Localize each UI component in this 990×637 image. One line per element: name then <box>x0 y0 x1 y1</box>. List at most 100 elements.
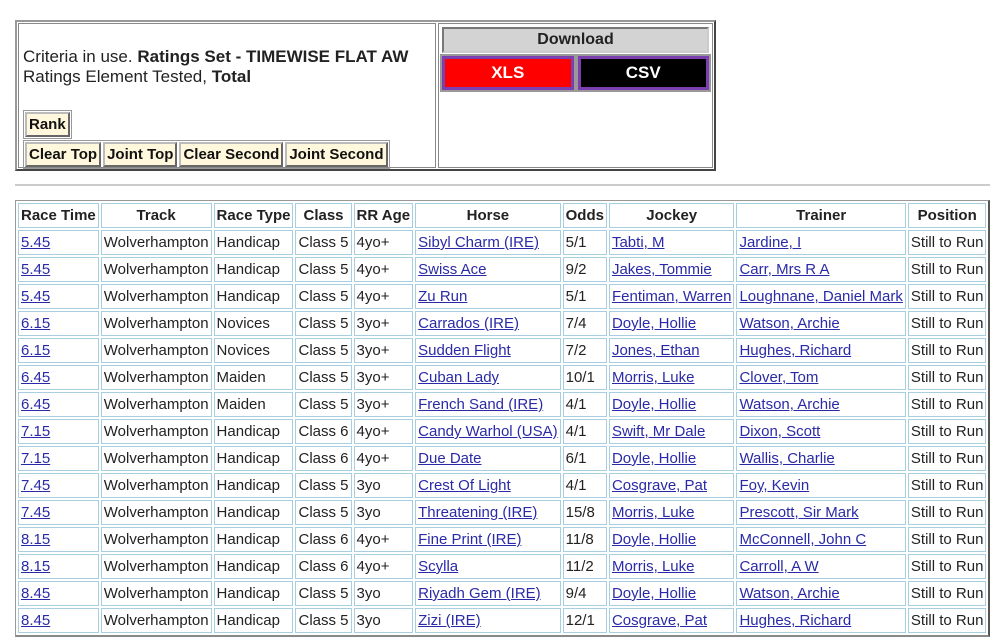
trainer-link[interactable]: Carroll, A W <box>739 558 819 575</box>
trainer-link[interactable]: Carr, Mrs R A <box>739 261 830 278</box>
trainer-link[interactable]: Jardine, I <box>739 234 802 251</box>
rank-button[interactable]: Rank <box>25 112 70 137</box>
horse-link[interactable]: Zizi (IRE) <box>418 612 481 629</box>
horse-link[interactable]: Fine Print (IRE) <box>418 531 522 548</box>
trainer-link[interactable]: Loughnane, Daniel Mark <box>739 288 903 305</box>
jockey-link[interactable]: Cosgrave, Pat <box>611 612 708 629</box>
cell-trainer: McConnell, John C <box>736 527 906 552</box>
horse-link[interactable]: Swiss Ace <box>418 261 487 278</box>
race-time-link[interactable]: 6.45 <box>21 396 51 413</box>
race-time-link[interactable]: 6.15 <box>21 315 51 332</box>
cell-rr-age: 3yo <box>353 473 414 498</box>
trainer-link[interactable]: McConnell, John C <box>739 531 867 548</box>
jockey-link[interactable]: Fentiman, Warren <box>611 288 732 305</box>
cell-race-time: 7.15 <box>18 446 99 471</box>
trainer-link[interactable]: Clover, Tom <box>739 369 819 386</box>
cell-trainer: Wallis, Charlie <box>736 446 906 471</box>
cell-jockey: Jones, Ethan <box>608 338 735 363</box>
horse-link[interactable]: Sibyl Charm (IRE) <box>418 234 539 251</box>
cell-class: Class 5 <box>295 230 352 255</box>
trainer-link[interactable]: Foy, Kevin <box>739 477 810 494</box>
jockey-link[interactable]: Cosgrave, Pat <box>611 477 708 494</box>
jockey-link[interactable]: Jakes, Tommie <box>611 261 712 278</box>
cell-position: Still to Run <box>907 230 987 255</box>
table-row: 6.45 Wolverhampton Maiden Class 5 3yo+ French… <box>18 392 987 417</box>
horse-link[interactable]: Threatening (IRE) <box>418 504 538 521</box>
cell-trainer: Carroll, A W <box>736 554 906 579</box>
trainer-link[interactable]: Watson, Archie <box>739 585 840 602</box>
race-time-link[interactable]: 5.45 <box>21 288 51 305</box>
criteria-prefix: Criteria in use. <box>23 47 133 66</box>
jockey-link[interactable]: Swift, Mr Dale <box>611 423 706 440</box>
trainer-link[interactable]: Watson, Archie <box>739 396 840 413</box>
jockey-link[interactable]: Morris, Luke <box>611 369 695 386</box>
horse-link[interactable]: French Sand (IRE) <box>418 396 544 413</box>
race-time-link[interactable]: 8.45 <box>21 612 51 629</box>
cell-trainer: Watson, Archie <box>736 392 906 417</box>
cell-race-type: Novices <box>213 338 294 363</box>
race-time-link[interactable]: 6.45 <box>21 369 51 386</box>
trainer-link[interactable]: Watson, Archie <box>739 315 840 332</box>
table-header: Race Time Track Race Type Class RR Age Horse O… <box>18 203 987 228</box>
race-time-link[interactable]: 8.45 <box>21 585 51 602</box>
cell-horse: French Sand (IRE) <box>415 392 561 417</box>
race-time-link[interactable]: 8.15 <box>21 558 51 575</box>
jockey-link[interactable]: Doyle, Hollie <box>611 531 697 548</box>
cell-rr-age: 3yo+ <box>353 392 414 417</box>
cell-track: Wolverhampton <box>100 446 212 471</box>
cell-race-type: Handicap <box>213 500 294 525</box>
race-time-link[interactable]: 6.15 <box>21 342 51 359</box>
cell-horse: Swiss Ace <box>415 257 561 282</box>
jockey-link[interactable]: Doyle, Hollie <box>611 450 697 467</box>
cell-track: Wolverhampton <box>100 500 212 525</box>
horse-link[interactable]: Cuban Lady <box>418 369 500 386</box>
jockey-link[interactable]: Doyle, Hollie <box>611 315 697 332</box>
jockey-link[interactable]: Morris, Luke <box>611 504 695 521</box>
cell-odds: 7/4 <box>562 311 607 336</box>
cell-class: Class 5 <box>295 257 352 282</box>
csv-download-button[interactable]: CSV <box>575 54 711 92</box>
cell-odds: 5/1 <box>562 230 607 255</box>
cell-race-time: 5.45 <box>18 230 99 255</box>
trainer-link[interactable]: Dixon, Scott <box>739 423 821 440</box>
table-row: 7.45 Wolverhampton Handicap Class 5 3yo Threa… <box>18 500 987 525</box>
cell-track: Wolverhampton <box>100 527 212 552</box>
joint-top-button[interactable]: Joint Top <box>103 142 178 167</box>
race-time-link[interactable]: 5.45 <box>21 261 51 278</box>
cell-horse: Threatening (IRE) <box>415 500 561 525</box>
horse-link[interactable]: Zu Run <box>418 288 468 305</box>
jockey-link[interactable]: Tabti, M <box>611 234 665 251</box>
xls-download-button[interactable]: XLS <box>440 54 576 92</box>
race-time-link[interactable]: 7.15 <box>21 423 51 440</box>
trainer-link[interactable]: Wallis, Charlie <box>739 450 835 467</box>
trainer-link[interactable]: Hughes, Richard <box>739 612 852 629</box>
clear-top-button[interactable]: Clear Top <box>25 142 102 167</box>
race-time-link[interactable]: 7.15 <box>21 450 51 467</box>
jockey-link[interactable]: Morris, Luke <box>611 558 695 575</box>
horse-link[interactable]: Sudden Flight <box>418 342 511 359</box>
race-time-link[interactable]: 8.15 <box>21 531 51 548</box>
trainer-link[interactable]: Prescott, Sir Mark <box>739 504 859 521</box>
clear-second-button[interactable]: Clear Second <box>179 142 284 167</box>
cell-position: Still to Run <box>907 311 987 336</box>
horse-link[interactable]: Scylla <box>418 558 459 575</box>
cell-race-type: Handicap <box>213 230 294 255</box>
horse-link[interactable]: Carrados (IRE) <box>418 315 519 332</box>
jockey-link[interactable]: Doyle, Hollie <box>611 585 697 602</box>
jockey-link[interactable]: Jones, Ethan <box>611 342 700 359</box>
horse-link[interactable]: Riyadh Gem (IRE) <box>418 585 541 602</box>
joint-second-button[interactable]: Joint Second <box>285 142 388 167</box>
trainer-link[interactable]: Hughes, Richard <box>739 342 852 359</box>
cell-rr-age: 4yo+ <box>353 554 414 579</box>
divider <box>15 184 990 186</box>
race-time-link[interactable]: 7.45 <box>21 477 51 494</box>
horse-link[interactable]: Due Date <box>418 450 482 467</box>
race-time-link[interactable]: 5.45 <box>21 234 51 251</box>
race-time-link[interactable]: 7.45 <box>21 504 51 521</box>
cell-class: Class 6 <box>295 554 352 579</box>
jockey-link[interactable]: Doyle, Hollie <box>611 396 697 413</box>
table-row: 7.15 Wolverhampton Handicap Class 6 4yo+ Due … <box>18 446 987 471</box>
horse-link[interactable]: Crest Of Light <box>418 477 511 494</box>
cell-track: Wolverhampton <box>100 311 212 336</box>
horse-link[interactable]: Candy Warhol (USA) <box>418 423 558 440</box>
